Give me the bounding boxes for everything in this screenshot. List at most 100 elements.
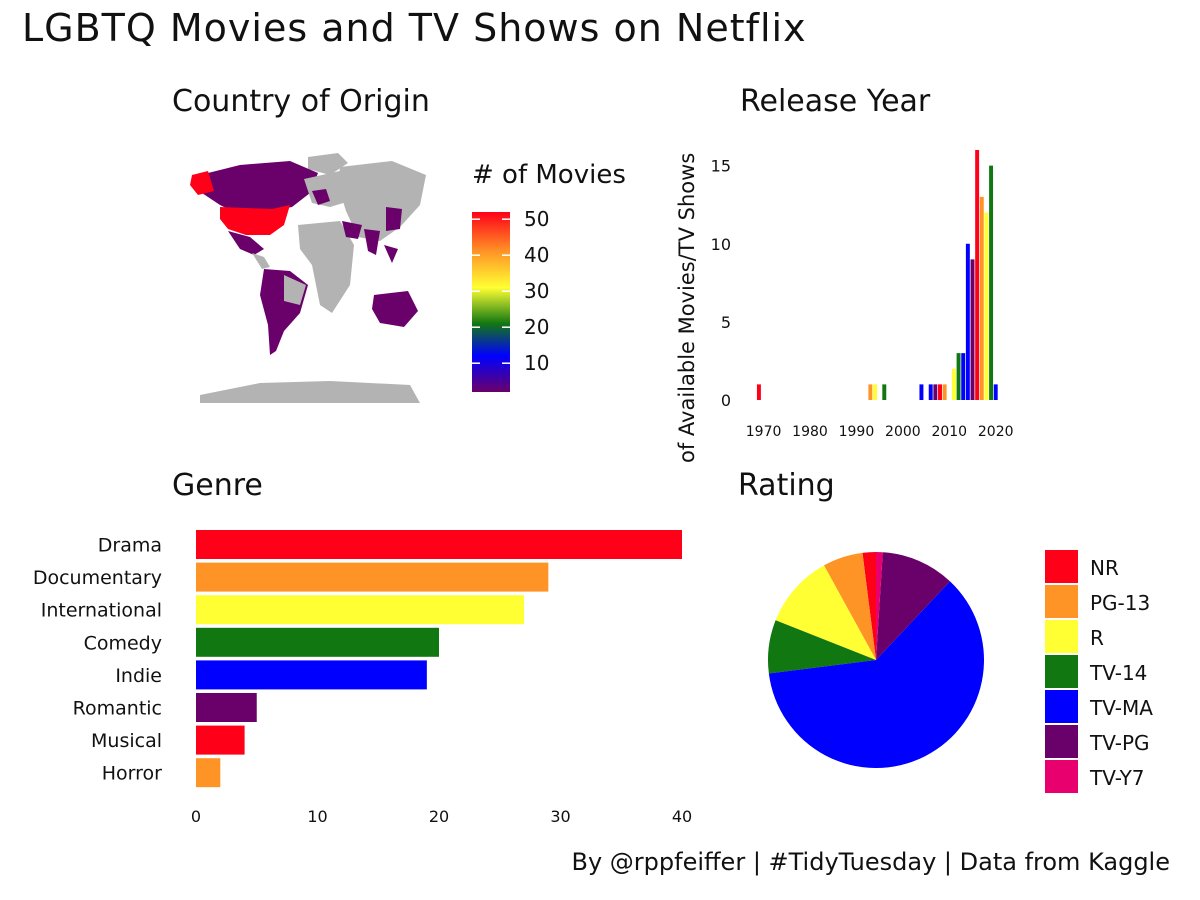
- map-legend-title: # of Movies: [472, 160, 626, 190]
- year-bar: [868, 384, 873, 400]
- map-usa: [220, 205, 290, 235]
- map-colorbar: 50 40 30 20 10: [472, 210, 549, 392]
- year-bar: [919, 384, 924, 400]
- map-mexico: [228, 231, 264, 255]
- year-xtick-label: 1980: [792, 424, 828, 440]
- rating-legend-swatch: [1045, 585, 1078, 618]
- year-xtick-label: 2020: [978, 424, 1014, 440]
- genre-bar: [196, 693, 257, 722]
- genre-bar: [196, 725, 245, 755]
- map-antarctica: [200, 381, 420, 403]
- map-europe-countries: [312, 189, 330, 205]
- genre-xtick-label: 10: [307, 807, 327, 826]
- map-alaska: [190, 171, 214, 195]
- colorbar-tick-label: 20: [524, 315, 549, 339]
- map-asia: [338, 161, 426, 241]
- rating-legend-swatch: [1045, 655, 1078, 688]
- rating-legend-label: TV-PG: [1089, 731, 1150, 755]
- caption: By @rppfeiffer | #TidyTuesday | Data fro…: [571, 848, 1171, 876]
- genre-category-label: Documentary: [33, 567, 162, 589]
- map-title: Country of Origin: [172, 84, 430, 119]
- year-bar: [928, 384, 933, 400]
- genre-xtick-label: 30: [550, 807, 570, 826]
- map-africa: [298, 221, 354, 313]
- map-brazil: [284, 275, 306, 305]
- year-bar: [933, 384, 938, 400]
- map-india: [364, 229, 380, 255]
- year-bar: [989, 165, 994, 400]
- genre-bar: [196, 660, 427, 690]
- colorbar-tick-label: 50: [524, 210, 549, 231]
- genre-title: Genre: [172, 468, 263, 503]
- release-year-title: Release Year: [740, 84, 931, 119]
- rating-legend-label: PG-13: [1090, 591, 1150, 615]
- year-bar: [873, 384, 877, 400]
- year-xtick-label: 2010: [931, 424, 967, 440]
- colorbar-tick-label: 30: [524, 279, 549, 303]
- year-ytick-label: 5: [721, 313, 731, 332]
- year-bar: [993, 384, 998, 400]
- year-ytick-label: 0: [721, 391, 731, 410]
- rating-legend-swatch: [1045, 725, 1078, 758]
- map-canada: [200, 161, 318, 215]
- rating-legend-swatch: [1045, 620, 1078, 653]
- genre-bar: [196, 627, 439, 657]
- map-central-america: [252, 253, 270, 269]
- genre-xtick-label: 40: [672, 807, 692, 826]
- pie-slice: [775, 565, 876, 660]
- genre-category-label: Musical: [91, 730, 162, 752]
- genre-bar: [196, 595, 525, 625]
- year-bar: [984, 212, 989, 400]
- genre-chart: Drama Documentary International Comedy Indie…: [33, 530, 692, 826]
- rating-legend-label: TV-MA: [1089, 696, 1153, 720]
- pie-slice: [876, 552, 950, 660]
- genre-bar: [196, 530, 682, 559]
- year-bar: [951, 368, 956, 400]
- genre-category-label: Horror: [102, 763, 162, 785]
- rating-legend-swatch: [1045, 760, 1078, 793]
- year-ylabel: # of Available Movies/TV Shows: [675, 153, 699, 470]
- colorbar-tick-label: 40: [524, 243, 549, 267]
- genre-category-label: Comedy: [84, 632, 162, 654]
- year-bar: [756, 384, 761, 400]
- genre-bar: [196, 758, 221, 788]
- rating-title: Rating: [738, 468, 835, 503]
- rating-legend-swatch: [1045, 690, 1078, 723]
- year-bar: [965, 243, 970, 400]
- genre-bar: [196, 562, 549, 592]
- rating-legend-swatch: [1045, 550, 1078, 583]
- pie-slice: [823, 552, 876, 660]
- genre-category-label: Indie: [115, 665, 162, 687]
- pie-slice: [768, 581, 984, 768]
- year-bar: [979, 196, 984, 400]
- year-bar: [970, 259, 975, 400]
- genre-xtick-label: 20: [429, 807, 449, 826]
- map-middle-east: [342, 221, 362, 239]
- pie-slice: [876, 552, 883, 660]
- year-xtick-label: 2000: [885, 424, 921, 440]
- map-greenland: [308, 153, 348, 175]
- year-bar: [942, 384, 947, 400]
- release-year-chart: # of Available Movies/TV Shows 0 5 10 15 1970…: [675, 150, 1014, 470]
- genre-category-label: Romantic: [73, 698, 162, 720]
- pie-slice: [862, 552, 876, 660]
- world-map: [190, 153, 426, 403]
- genre-xtick-label: 0: [191, 807, 201, 826]
- year-xtick-label: 1990: [839, 424, 875, 440]
- year-bar: [975, 150, 980, 400]
- colorbar-gradient: [472, 212, 510, 392]
- rating-chart: NR PG-13 R TV-14 TV-MA TV-PG TV-Y7: [768, 550, 1153, 793]
- map-east-asia: [386, 207, 402, 231]
- year-bar: [882, 384, 887, 400]
- rating-legend-label: TV-Y7: [1089, 766, 1145, 790]
- year-ytick-label: 15: [711, 157, 731, 176]
- map-se-asia: [384, 245, 398, 263]
- rating-legend-label: TV-14: [1089, 661, 1147, 685]
- genre-category-label: International: [41, 600, 162, 622]
- year-xtick-label: 1970: [746, 424, 782, 440]
- page-title: LGBTQ Movies and TV Shows on Netflix: [22, 6, 807, 50]
- genre-category-label: Drama: [98, 535, 162, 557]
- map-australia: [372, 291, 418, 327]
- year-ytick-label: 10: [711, 235, 731, 254]
- pie-slice: [768, 620, 876, 674]
